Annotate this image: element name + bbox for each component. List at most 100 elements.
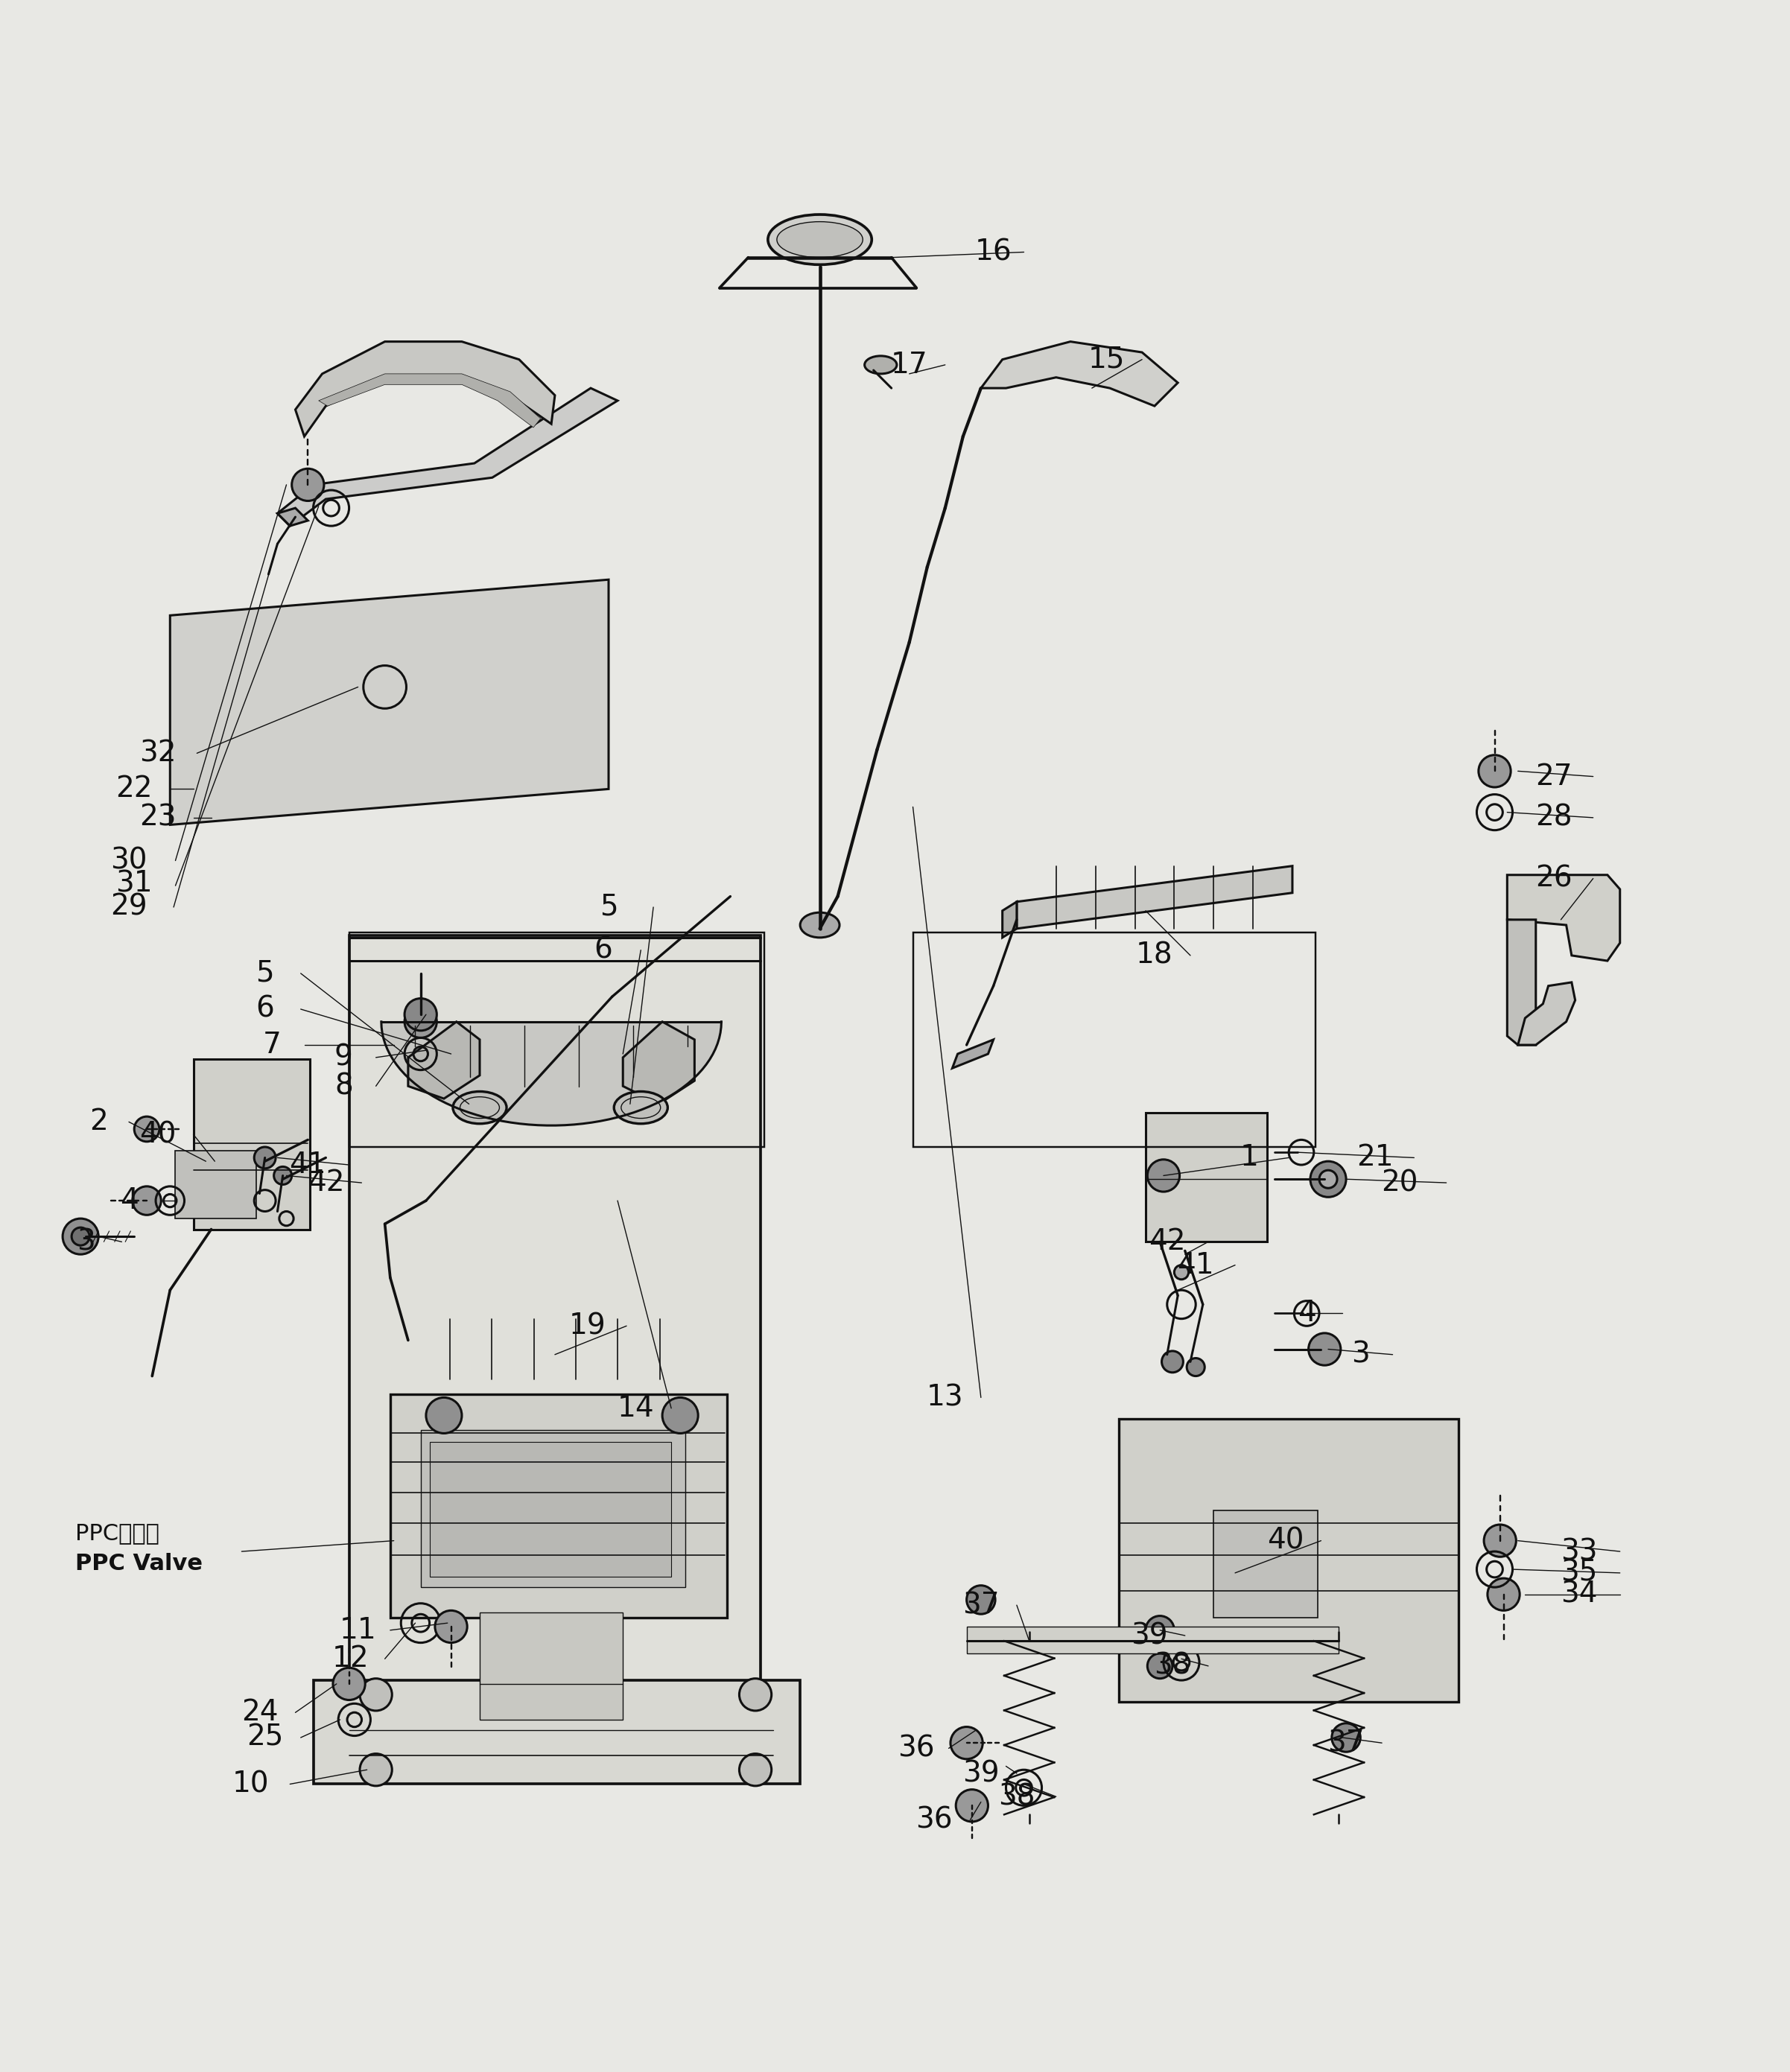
Ellipse shape: [777, 222, 863, 257]
Circle shape: [1146, 1616, 1174, 1645]
Circle shape: [405, 999, 437, 1030]
Circle shape: [292, 468, 324, 501]
Text: 32: 32: [140, 740, 175, 767]
Text: 8: 8: [335, 1071, 353, 1100]
Circle shape: [72, 1227, 90, 1245]
Polygon shape: [381, 1021, 721, 1125]
Circle shape: [426, 1397, 462, 1434]
Circle shape: [1308, 1332, 1341, 1365]
Text: 10: 10: [233, 1769, 268, 1798]
Bar: [175, 1150, 256, 1218]
Circle shape: [360, 1678, 392, 1711]
Text: 24: 24: [242, 1699, 277, 1726]
Text: 6: 6: [256, 995, 274, 1024]
Circle shape: [1487, 1579, 1520, 1610]
Text: 38: 38: [999, 1782, 1035, 1811]
Circle shape: [950, 1726, 983, 1759]
Circle shape: [1147, 1160, 1180, 1191]
Text: 28: 28: [1536, 804, 1572, 831]
Text: 13: 13: [927, 1384, 963, 1411]
Circle shape: [405, 1005, 437, 1038]
Circle shape: [956, 1790, 988, 1821]
Circle shape: [134, 1117, 159, 1142]
Text: 26: 26: [1536, 864, 1572, 893]
Circle shape: [739, 1678, 771, 1711]
Text: 41: 41: [1178, 1251, 1214, 1278]
Text: 39: 39: [963, 1759, 999, 1788]
Polygon shape: [277, 508, 308, 526]
Text: 42: 42: [308, 1169, 344, 1198]
Polygon shape: [623, 1021, 695, 1104]
Text: 2: 2: [90, 1109, 107, 1135]
Polygon shape: [408, 1318, 702, 1380]
Bar: [480, 1612, 623, 1720]
Circle shape: [1319, 1171, 1337, 1187]
Ellipse shape: [865, 356, 897, 373]
Bar: [1214, 1510, 1317, 1618]
Circle shape: [1174, 1266, 1189, 1278]
Text: 29: 29: [111, 893, 147, 922]
Text: 27: 27: [1536, 762, 1572, 792]
Circle shape: [1484, 1525, 1516, 1556]
Polygon shape: [415, 1187, 444, 1218]
Text: 3: 3: [1351, 1341, 1369, 1370]
Text: 34: 34: [1561, 1581, 1597, 1608]
Bar: [390, 1394, 727, 1618]
Polygon shape: [277, 387, 618, 526]
Text: 36: 36: [899, 1734, 934, 1763]
Text: 25: 25: [247, 1724, 283, 1751]
Text: 7: 7: [263, 1030, 281, 1059]
Circle shape: [1332, 1724, 1360, 1753]
Text: 5: 5: [256, 959, 274, 988]
Text: 22: 22: [116, 775, 152, 804]
Polygon shape: [1017, 866, 1292, 928]
Text: 23: 23: [140, 804, 175, 831]
Ellipse shape: [800, 912, 840, 937]
Circle shape: [132, 1187, 161, 1214]
Text: 37: 37: [1328, 1728, 1364, 1757]
Ellipse shape: [768, 215, 872, 265]
Circle shape: [435, 1610, 467, 1643]
Polygon shape: [952, 1040, 993, 1069]
Text: 16: 16: [976, 238, 1011, 265]
Polygon shape: [1002, 901, 1017, 937]
Text: 37: 37: [963, 1591, 999, 1620]
Bar: [967, 1627, 1339, 1653]
Polygon shape: [295, 342, 555, 437]
Text: 39: 39: [1131, 1622, 1167, 1649]
Polygon shape: [408, 1021, 480, 1098]
Circle shape: [1479, 754, 1511, 787]
Polygon shape: [319, 373, 541, 427]
Bar: [1146, 1113, 1267, 1241]
Ellipse shape: [453, 1092, 507, 1123]
Polygon shape: [397, 1318, 408, 1390]
Text: 41: 41: [290, 1150, 326, 1179]
Text: 35: 35: [1561, 1558, 1597, 1587]
Polygon shape: [981, 342, 1178, 406]
Text: 20: 20: [1382, 1169, 1418, 1198]
Circle shape: [662, 1397, 698, 1434]
Text: 19: 19: [569, 1312, 605, 1341]
Bar: [313, 1680, 800, 1784]
Text: 3: 3: [77, 1229, 95, 1256]
Text: 15: 15: [1088, 346, 1124, 373]
Text: 38: 38: [1155, 1651, 1190, 1680]
Text: 40: 40: [1267, 1527, 1303, 1554]
Text: 17: 17: [891, 350, 927, 379]
Circle shape: [360, 1753, 392, 1786]
Text: 33: 33: [1561, 1537, 1597, 1566]
Circle shape: [1147, 1653, 1172, 1678]
Text: 5: 5: [600, 893, 618, 922]
Text: 40: 40: [140, 1121, 175, 1148]
Bar: [421, 1430, 686, 1587]
Text: 21: 21: [1357, 1144, 1393, 1173]
Circle shape: [63, 1218, 98, 1254]
Circle shape: [1310, 1160, 1346, 1198]
Text: 12: 12: [333, 1645, 369, 1672]
Text: 11: 11: [340, 1616, 376, 1645]
Bar: [349, 937, 761, 1720]
Ellipse shape: [614, 1092, 668, 1123]
Text: 4: 4: [120, 1187, 138, 1214]
Polygon shape: [170, 580, 609, 825]
Circle shape: [1162, 1351, 1183, 1372]
